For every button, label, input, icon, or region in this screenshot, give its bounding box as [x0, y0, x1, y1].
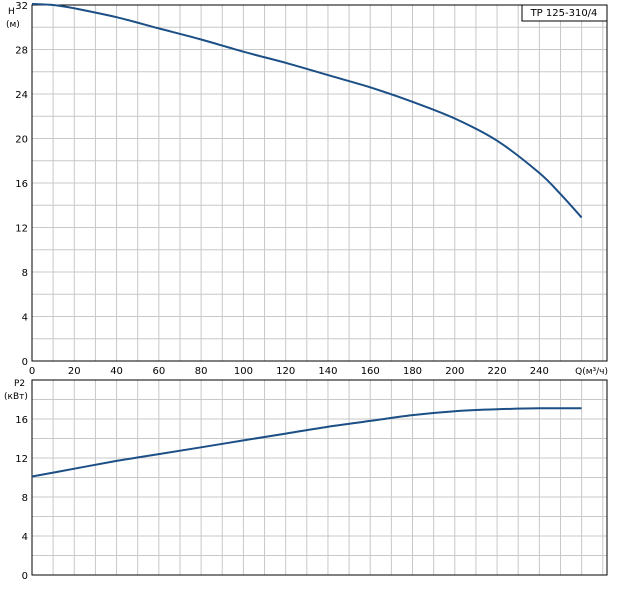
- flow-x-tick-label: 80: [195, 366, 208, 377]
- flow-x-tick-label: 220: [488, 366, 507, 377]
- power-y-tick-label: 8: [22, 493, 28, 504]
- head-y-tick-labels: 0 4 8 12 16 20 24 28 32: [15, 1, 28, 368]
- power-axis-label: P2: [14, 379, 25, 389]
- head-y-tick-label: 4: [22, 313, 28, 324]
- power-y-tick-label: 4: [22, 532, 28, 543]
- head-y-tick-label: 28: [15, 46, 28, 57]
- flow-x-tick-label: 100: [234, 366, 253, 377]
- model-label: TP 125-310/4: [530, 8, 598, 19]
- head-series: [31, 2, 583, 219]
- flow-x-tick-label: 40: [110, 366, 123, 377]
- head-y-tick-label: 32: [15, 1, 28, 12]
- head-axis-unit: (м): [6, 20, 20, 30]
- head-flow-panel: 0 4 8 12 16 20 24 28 32 0 20 40 60 80 100 120 140 160 180…: [6, 1, 608, 377]
- flow-x-tick-label: 180: [403, 366, 422, 377]
- power-y-tick-label: 0: [22, 571, 28, 582]
- power-curve-line: [31, 407, 582, 478]
- model-label-box: [521, 4, 608, 22]
- head-y-tick-label: 0: [22, 357, 28, 368]
- power-y-tick-label: 16: [15, 415, 28, 426]
- flow-x-tick-label: 200: [445, 366, 464, 377]
- flow-x-tick-label: 140: [318, 366, 337, 377]
- head-axis-label: H: [8, 7, 15, 17]
- flow-x-tick-label: 120: [276, 366, 295, 377]
- head-plot-frame: [31, 4, 608, 362]
- power-y-tick-labels: 0 4 8 12 16: [15, 415, 28, 582]
- power-axis-unit: (кВт): [4, 392, 28, 402]
- head-y-tick-label: 8: [22, 268, 28, 279]
- head-y-tick-label: 20: [15, 135, 28, 146]
- flow-x-tick-label: 20: [68, 366, 81, 377]
- power-panel: 0 4 8 12 16 P2 (кВт): [4, 379, 608, 582]
- flow-x-tick-label: 240: [530, 366, 549, 377]
- flow-x-tick-label: 160: [361, 366, 380, 377]
- power-plot-frame: [31, 379, 608, 576]
- power-grid: [32, 380, 607, 575]
- flow-x-tick-label: 0: [29, 366, 35, 377]
- head-y-tick-label: 24: [15, 90, 28, 101]
- head-grid: [32, 5, 607, 361]
- head-y-tick-label: 12: [15, 224, 28, 235]
- power-y-tick-label: 12: [15, 454, 28, 465]
- head-y-tick-label: 16: [15, 179, 28, 190]
- head-curve-line: [31, 2, 583, 219]
- flow-axis-label: Q(м³/ч): [575, 367, 608, 377]
- flow-x-tick-labels: 0 20 40 60 80 100 120 140 160 180 200 220 240: [29, 366, 549, 377]
- power-series: [31, 407, 582, 478]
- flow-x-tick-label: 60: [152, 366, 165, 377]
